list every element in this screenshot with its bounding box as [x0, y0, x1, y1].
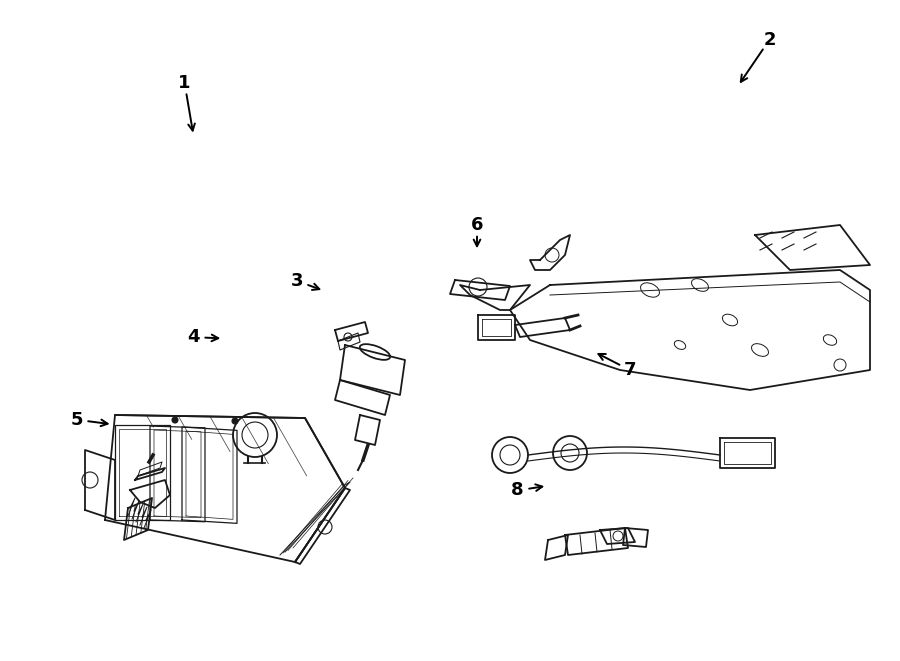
- Circle shape: [172, 417, 178, 423]
- Text: 6: 6: [471, 215, 483, 234]
- Text: 4: 4: [187, 328, 200, 346]
- Text: 8: 8: [511, 481, 524, 500]
- Text: 1: 1: [178, 73, 191, 92]
- Text: 2: 2: [763, 30, 776, 49]
- Text: 5: 5: [70, 410, 83, 429]
- Circle shape: [232, 418, 238, 424]
- Text: 7: 7: [624, 361, 636, 379]
- Text: 3: 3: [291, 272, 303, 290]
